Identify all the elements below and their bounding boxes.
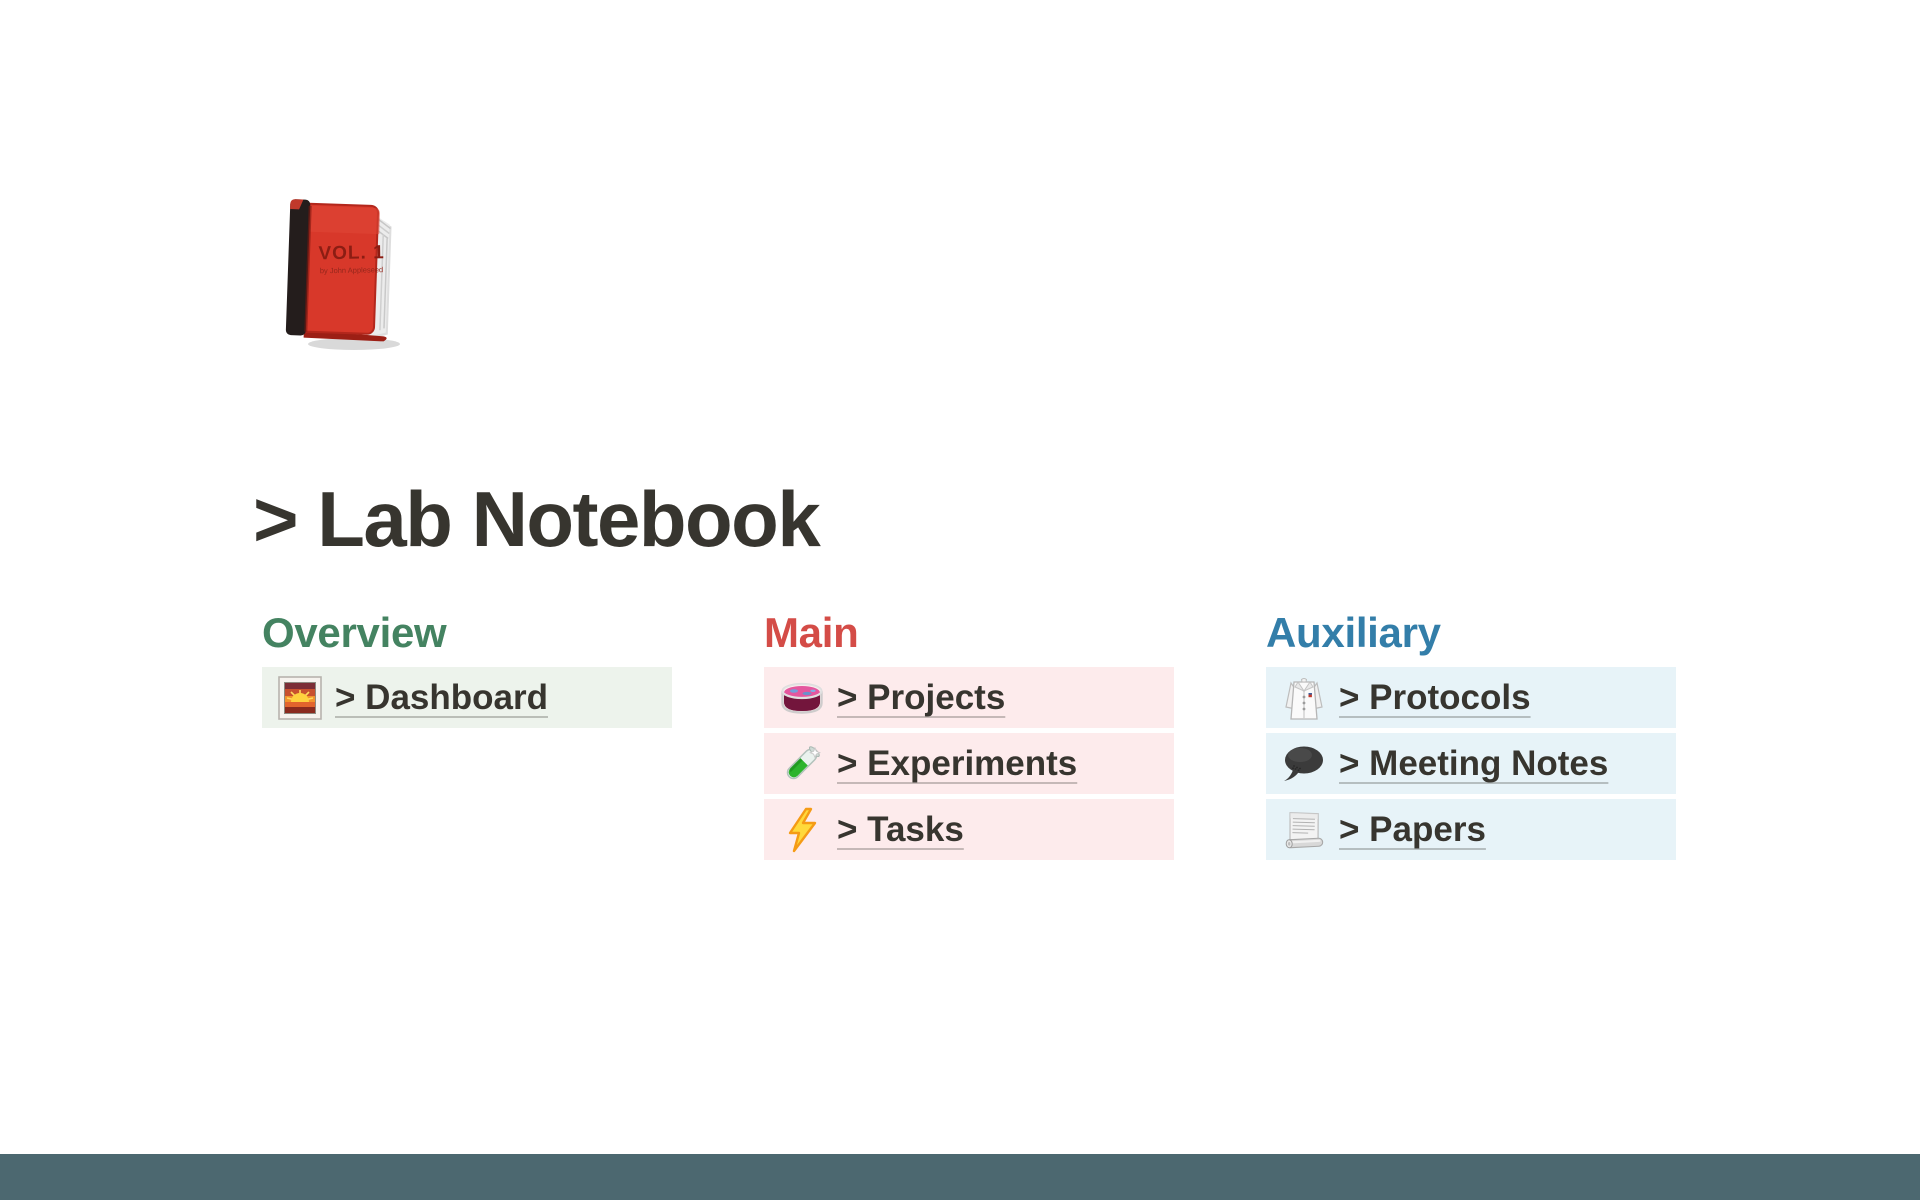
test-tube-icon [779,740,825,788]
bottom-bar [0,1154,1920,1200]
section-auxiliary: Auxiliary [1266,610,1676,865]
page-link-protocols[interactable]: > Protocols [1339,678,1531,717]
framed-picture-icon [277,674,323,722]
page-link-experiments[interactable]: > Experiments [837,744,1078,783]
red-book-icon: VOL. 1 by John Appleseed [285,199,400,350]
link-row-papers[interactable]: > Papers [1266,799,1676,860]
speech-bubble-icon [1281,740,1327,788]
page-link-meeting-notes[interactable]: > Meeting Notes [1339,744,1609,783]
section-overview: Overview [262,610,672,865]
petri-dish-icon [779,674,825,722]
page-link-papers[interactable]: > Papers [1339,810,1486,849]
section-heading-auxiliary: Auxiliary [1266,609,1441,656]
svg-text:by John Appleseed: by John Appleseed [320,265,384,275]
link-row-dashboard[interactable]: > Dashboard [262,667,672,728]
page-link-projects[interactable]: > Projects [837,678,1006,717]
page-link-tasks[interactable]: > Tasks [837,810,964,849]
link-row-projects[interactable]: > Projects [764,667,1174,728]
link-columns: Overview [262,610,1676,865]
section-main: Main > Projects [764,610,1174,865]
lightning-icon [779,806,825,854]
page-link-dashboard[interactable]: > Dashboard [335,678,548,717]
svg-text:VOL. 1: VOL. 1 [318,242,385,264]
section-heading-main: Main [764,609,859,656]
lab-coat-icon [1281,674,1327,722]
link-row-meeting-notes[interactable]: > Meeting Notes [1266,733,1676,794]
link-row-protocols[interactable]: > Protocols [1266,667,1676,728]
link-row-experiments[interactable]: > Experiments [764,733,1174,794]
section-heading-overview: Overview [262,609,447,656]
link-row-tasks[interactable]: > Tasks [764,799,1174,860]
page-icon-book[interactable]: VOL. 1 by John Appleseed [282,193,408,353]
receipt-icon [1281,806,1327,854]
page-title[interactable]: > Lab Notebook [253,475,821,564]
